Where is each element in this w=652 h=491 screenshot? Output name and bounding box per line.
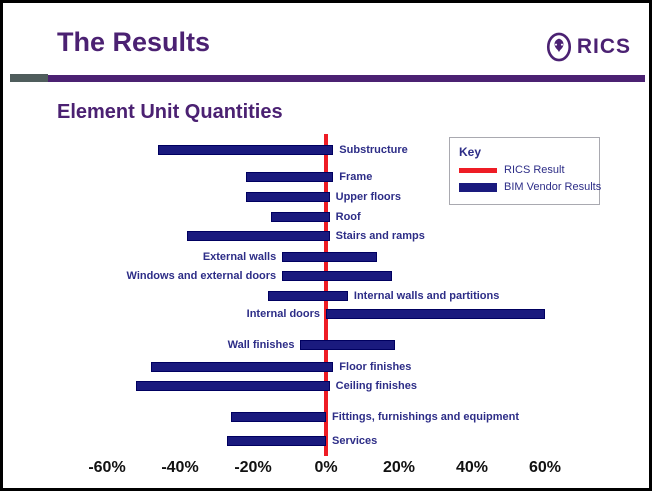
bar — [150, 362, 334, 372]
rics-lion-icon — [546, 32, 571, 62]
rics-logo-text: RICS — [576, 35, 631, 58]
x-tick-label: 0% — [314, 459, 338, 476]
bar-label: Upper floors — [335, 191, 402, 203]
bar-label: Ceiling finishes — [335, 380, 417, 392]
legend-item-bim-vendor: BIM Vendor Results — [459, 181, 601, 193]
bar-label: Substructure — [339, 144, 408, 156]
x-tick-label: -60% — [88, 459, 126, 476]
bar-chart: Substructure Frame Upper floors Roof Stairs … — [3, 3, 649, 488]
x-tick-label: -20% — [234, 459, 272, 476]
bar — [271, 212, 330, 222]
chart-title: Element Unit Quantities — [57, 101, 283, 123]
page-title: The Results — [57, 27, 211, 57]
bar-label: Stairs and ramps — [335, 230, 425, 242]
bar-label: Windows and external doors — [126, 270, 277, 282]
legend-title: Key — [459, 145, 482, 159]
bar-label: Internal walls and partitions — [353, 290, 500, 302]
bar-label: Internal doors — [246, 308, 320, 320]
legend-item-rics-result: RICS Result — [459, 164, 590, 176]
x-tick-label: -40% — [161, 459, 199, 476]
bar-label: Frame — [339, 171, 373, 183]
legend-label-bim: BIM Vendor Results — [504, 181, 602, 193]
bar — [267, 291, 348, 301]
bar-label: Floor finishes — [339, 361, 412, 373]
red-line-swatch — [459, 167, 497, 173]
legend-label-rics: RICS Result — [504, 164, 565, 176]
title-rule — [48, 75, 645, 82]
bar-label: Services — [332, 435, 378, 447]
bar — [231, 412, 326, 422]
bar — [282, 271, 392, 281]
rics-logo: RICS — [545, 31, 631, 63]
bar — [158, 145, 334, 155]
legend: Key RICS Result BIM Vendor Results — [449, 137, 601, 205]
bar — [326, 309, 545, 319]
bar — [187, 231, 330, 241]
bar — [136, 381, 330, 391]
bar-label: Wall finishes — [227, 339, 295, 351]
bar-label: Fittings, furnishings and equipment — [332, 411, 519, 423]
bar — [245, 192, 330, 202]
bar — [227, 436, 326, 446]
navy-bar-swatch — [459, 182, 497, 192]
x-tick-label: 20% — [382, 459, 416, 476]
bar-label: Roof — [335, 211, 361, 223]
title-rule-accent — [10, 74, 48, 82]
bar — [300, 340, 396, 350]
bar — [245, 172, 334, 182]
x-tick-label: 60% — [528, 459, 562, 476]
x-tick-label: 40% — [455, 459, 489, 476]
bar-label: External walls — [202, 251, 277, 263]
bar — [282, 252, 378, 262]
